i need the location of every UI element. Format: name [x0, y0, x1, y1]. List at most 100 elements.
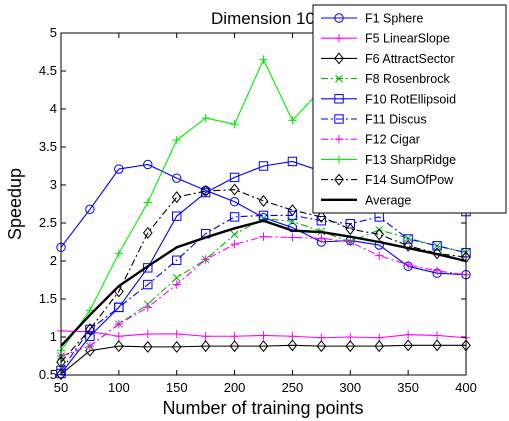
series-line-f1-sphere	[60, 163, 467, 276]
data-point-f11-discus	[316, 216, 327, 226]
y-tick-label: 0.5	[39, 367, 57, 382]
data-point-f12-cigar	[143, 303, 152, 312]
data-point-f6-attractsector	[229, 340, 240, 353]
x-tick-label: 300	[339, 380, 361, 395]
data-point-f12-cigar	[432, 266, 442, 276]
legend-entry-f13-sharpridge: F13 SharpRidge	[321, 153, 456, 167]
x-tick-label: 200	[224, 380, 246, 395]
legend-label-average: Average	[365, 193, 411, 207]
data-point-f13-sharpridge	[114, 249, 124, 258]
data-point-f14-sumofpow	[345, 223, 356, 236]
data-point-f12-cigar	[317, 234, 326, 243]
data-point-f12-cigar	[172, 280, 181, 289]
legend-box	[312, 4, 507, 214]
data-point-f8-rosenbrock	[404, 234, 412, 243]
data-point-f5-linearslope	[432, 331, 442, 340]
data-point-f14-sumofpow	[374, 228, 385, 241]
data-point-f1-sphere	[229, 197, 240, 207]
y-tick-label: 2	[50, 253, 57, 268]
y-tick-label: 1.5	[39, 291, 57, 306]
data-point-f5-linearslope	[201, 332, 210, 341]
data-point-f6-attractsector	[142, 340, 153, 353]
data-point-f13-sharpridge	[172, 135, 181, 145]
x-tick-label: 350	[397, 380, 419, 395]
legend-label-f10-rotellipsoid: F10 RotEllipsoid	[365, 92, 456, 106]
data-point-f6-attractsector	[287, 339, 298, 352]
data-point-f6-attractsector	[403, 339, 413, 352]
data-point-f6-attractsector	[171, 340, 182, 353]
x-tick-label: 250	[282, 380, 304, 395]
data-point-f1-sphere	[143, 159, 153, 170]
data-point-f8-rosenbrock	[230, 230, 239, 239]
legend-marker-f5-linearslope	[334, 34, 344, 43]
data-point-f5-linearslope	[114, 332, 124, 341]
data-point-f6-attractsector	[316, 340, 327, 353]
legend-marker-f6-attractsector	[334, 52, 344, 65]
data-point-f13-sharpridge	[230, 120, 239, 129]
data-point-f14-sumofpow	[142, 226, 153, 239]
x-tick-label: 400	[455, 380, 477, 395]
data-point-f12-cigar	[288, 233, 297, 242]
data-point-f11-discus	[143, 279, 153, 290]
data-point-f11-discus	[287, 210, 298, 221]
data-point-f12-cigar	[259, 232, 268, 241]
series-line-average	[60, 219, 467, 347]
x-tick-label: 50	[54, 380, 68, 395]
y-tick-label: 1	[50, 329, 57, 344]
legend-label-f11-discus: F11 Discus	[365, 113, 427, 127]
y-tick-label: 3.5	[39, 139, 57, 154]
series-f12-cigar	[56, 232, 471, 361]
data-point-f6-attractsector	[345, 340, 356, 353]
data-point-f11-discus	[172, 255, 182, 265]
legend-label-f12-cigar: F12 Cigar	[365, 133, 420, 147]
data-point-f1-sphere	[172, 173, 182, 183]
legend-entry-f5-linearslope: F5 LinearSlope	[321, 32, 450, 46]
data-point-f5-linearslope	[259, 331, 268, 340]
y-tick-label: 4	[50, 101, 57, 116]
data-point-f12-cigar	[230, 240, 239, 249]
legend-label-f8-rosenbrock: F8 Rosenbrock	[365, 72, 451, 86]
data-point-f13-sharpridge	[143, 198, 152, 207]
legend-label-f6-attractsector: F6 AttractSector	[365, 52, 455, 66]
legend-entry-f12-cigar: F12 Cigar	[321, 133, 420, 147]
data-point-f5-linearslope	[403, 330, 413, 339]
y-tick-label: 5	[50, 25, 57, 40]
data-point-f6-attractsector	[432, 339, 442, 352]
data-point-f14-sumofpow	[403, 239, 413, 252]
legend-label-f13-sharpridge: F13 SharpRidge	[365, 153, 456, 167]
legend-label-f5-linearslope: F5 LinearSlope	[365, 32, 450, 46]
data-point-f12-cigar	[114, 319, 124, 329]
legend-marker-f12-cigar	[334, 135, 344, 144]
data-point-f14-sumofpow	[229, 183, 240, 196]
legend: F1 Sphere F5 LinearSlope F6 AttractSector F…	[312, 4, 507, 214]
legend-marker-f11-discus	[334, 114, 344, 124]
data-point-f5-linearslope	[143, 329, 152, 339]
legend-marker-f10-rotellipsoid	[334, 94, 344, 104]
data-point-f11-discus	[345, 219, 355, 229]
data-point-f11-discus	[229, 212, 240, 222]
legend-marker-f13-sharpridge	[334, 155, 344, 164]
data-point-f12-cigar	[201, 255, 210, 264]
data-point-f14-sumofpow	[85, 323, 95, 336]
series-f6-attractsector	[56, 339, 471, 381]
y-tick-label: 2.5	[39, 215, 57, 230]
data-point-f5-linearslope	[288, 332, 297, 341]
data-point-f14-sumofpow	[316, 210, 327, 223]
legend-marker-f1-sphere	[334, 13, 344, 23]
data-point-f14-sumofpow	[287, 204, 298, 217]
y-tick-label: 3	[50, 177, 57, 192]
data-point-f6-attractsector	[56, 368, 66, 381]
legend-marker-f8-rosenbrock	[335, 74, 343, 83]
y-axis-label: Speedup	[5, 168, 25, 240]
x-tick-label: 100	[108, 380, 130, 395]
data-point-f6-attractsector	[200, 340, 211, 353]
data-point-f5-linearslope	[346, 332, 355, 342]
legend-entry-f8-rosenbrock: F8 Rosenbrock	[321, 72, 451, 86]
data-point-f11-discus	[432, 241, 442, 251]
legend-label-f14-sumofpow: F14 SumOfPow	[365, 173, 454, 187]
series-average	[60, 219, 467, 347]
data-point-f12-cigar	[403, 260, 413, 269]
data-point-f5-linearslope	[230, 332, 239, 341]
data-point-f11-discus	[403, 234, 413, 244]
